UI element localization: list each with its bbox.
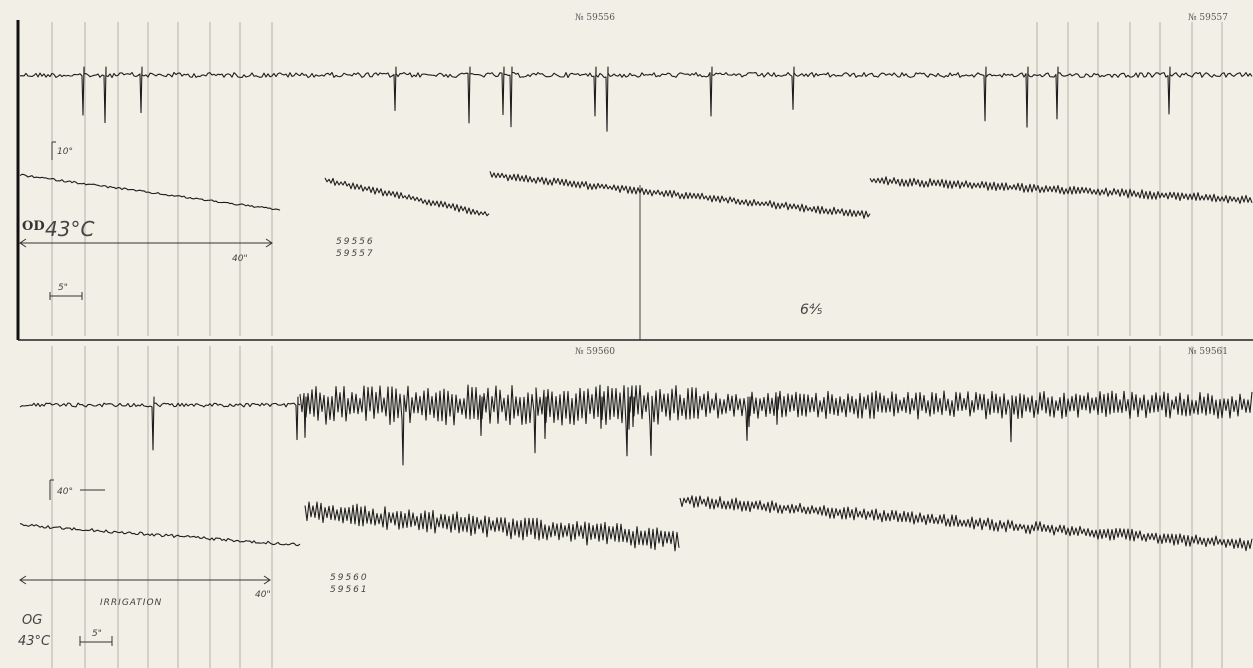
recording-id: 59556: [336, 237, 375, 247]
scale-label: 10°: [57, 147, 73, 157]
trace: [20, 524, 300, 546]
trace: [305, 502, 679, 551]
record-number: № 59557: [1188, 13, 1228, 23]
trace: [20, 397, 300, 450]
time-scale-bar: [50, 292, 82, 300]
scale-label: 40°: [57, 487, 73, 497]
record-number: № 59556: [575, 13, 615, 23]
handwritten-note: 6⅘: [800, 302, 822, 318]
scale-bracket: [52, 142, 56, 160]
trace: [870, 177, 1252, 204]
procedure-label: IRRIGATION: [100, 598, 162, 608]
recording-id: 59561: [330, 585, 369, 595]
temperature: 43°C: [18, 634, 51, 649]
recording-id: 59557: [336, 249, 375, 259]
recording-id: 59560: [330, 573, 369, 583]
recording-sheet: № 59556 № 59557 10° OD 43°C 40" 5" 59556…: [0, 0, 1253, 668]
duration-label: 40": [255, 590, 271, 600]
record-number: № 59560: [575, 347, 615, 357]
trace: [490, 171, 870, 218]
trace: [325, 178, 489, 216]
eye-label: OD: [22, 219, 45, 234]
traces: [20, 67, 1252, 551]
timing-lines: [52, 22, 1222, 668]
temperature: 43°C: [45, 217, 94, 241]
duration-label: 40": [232, 254, 248, 264]
record-number: № 59561: [1188, 347, 1228, 357]
time-scale-label: 5": [58, 283, 68, 293]
trace: [680, 496, 1252, 551]
duration-arrow: [20, 576, 270, 584]
trace: [20, 67, 1252, 131]
eye-label: OG: [22, 613, 42, 628]
time-scale-label: 5": [92, 629, 102, 639]
trace: [20, 174, 280, 210]
trace: [300, 385, 700, 465]
trace: [700, 391, 1252, 442]
